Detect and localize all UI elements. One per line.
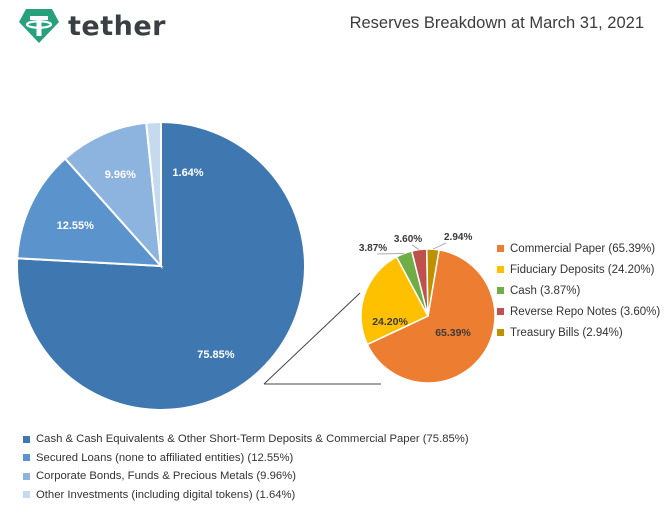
- main-legend-item: Secured Loans (none to affiliated entiti…: [23, 449, 469, 468]
- main-legend-item: Other Investments (including digital tok…: [23, 486, 469, 505]
- tether-logo: tether: [18, 7, 166, 45]
- connector-upper: [263, 292, 361, 385]
- breakdown-pie-slice: [360, 255, 430, 346]
- breakdown-data-label: 65.39%: [435, 327, 471, 339]
- legend-label: Reverse Repo Notes (3.60%): [510, 305, 661, 318]
- brand-name: tether: [68, 10, 166, 42]
- legend-swatch: [497, 245, 504, 252]
- page-title: Reserves Breakdown at March 31, 2021: [349, 14, 644, 32]
- breakdown-data-label: 24.20%: [372, 316, 408, 328]
- main-pie-slice: [145, 120, 162, 267]
- breakdown-legend-item: Cash (3.87%): [497, 280, 660, 301]
- main-legend-item: Corporate Bonds, Funds & Precious Metals…: [23, 467, 469, 486]
- main-pie-data-label: 1.64%: [172, 167, 203, 179]
- leader-line: [411, 244, 420, 250]
- main-pie-data-label: 9.96%: [105, 169, 136, 181]
- breakdown-legend-item: Fiduciary Deposits (24.20%): [497, 259, 660, 280]
- legend-label: Treasury Bills (2.94%): [510, 326, 623, 339]
- breakdown-pie-chart: 65.39% 24.20% 3.87% 3.60% 2.94%: [359, 232, 496, 384]
- main-legend-item: Cash & Cash Equivalents & Other Short-Te…: [23, 430, 469, 449]
- leader-line: [432, 242, 447, 250]
- legend-label: Other Investments (including digital tok…: [36, 488, 296, 501]
- legend-label: Cash & Cash Equivalents & Other Short-Te…: [36, 433, 469, 446]
- legend-swatch: [23, 472, 30, 480]
- legend-swatch: [497, 266, 504, 273]
- legend-label: Fiduciary Deposits (24.20%): [510, 263, 655, 276]
- main-pie-data-label: 12.55%: [57, 220, 95, 232]
- breakdown-pie-slice: [366, 249, 496, 384]
- main-pie-slice: [63, 121, 163, 269]
- legend-swatch: [497, 329, 504, 336]
- breakdown-data-label: 2.94%: [444, 232, 472, 243]
- charts-canvas: 75.85% 12.55% 9.96% 1.64% 65.39% 24.20% 3.87%…: [16, 120, 496, 411]
- breakdown-legend-item: Treasury Bills (2.94%): [497, 322, 660, 343]
- breakdown-legend: Commercial Paper (65.39%) Fiduciary Depos…: [497, 238, 660, 343]
- leader-line: [376, 253, 405, 255]
- legend-swatch: [23, 454, 30, 462]
- legend-swatch: [497, 287, 504, 294]
- legend-label: Commercial Paper (65.39%): [510, 242, 656, 255]
- main-pie-slice: [16, 157, 164, 268]
- main-pie-chart: 75.85% 12.55% 9.96% 1.64%: [16, 120, 306, 411]
- main-legend: Cash & Cash Equivalents & Other Short-Te…: [23, 430, 469, 504]
- legend-swatch: [23, 491, 30, 499]
- breakdown-legend-item: Reverse Repo Notes (3.60%): [497, 301, 660, 322]
- connector-lines: [263, 292, 381, 385]
- legend-label: Secured Loans (none to affiliated entiti…: [36, 451, 294, 464]
- legend-swatch: [497, 308, 504, 315]
- legend-label: Corporate Bonds, Funds & Precious Metals…: [36, 470, 296, 483]
- tether-logo-icon: [19, 9, 59, 43]
- main-pie-data-label: 75.85%: [197, 349, 235, 361]
- breakdown-data-label: 3.87%: [359, 243, 387, 254]
- legend-label: Cash (3.87%): [510, 284, 581, 297]
- breakdown-legend-item: Commercial Paper (65.39%): [497, 238, 660, 259]
- legend-swatch: [23, 435, 30, 443]
- breakdown-data-label: 3.60%: [394, 234, 422, 245]
